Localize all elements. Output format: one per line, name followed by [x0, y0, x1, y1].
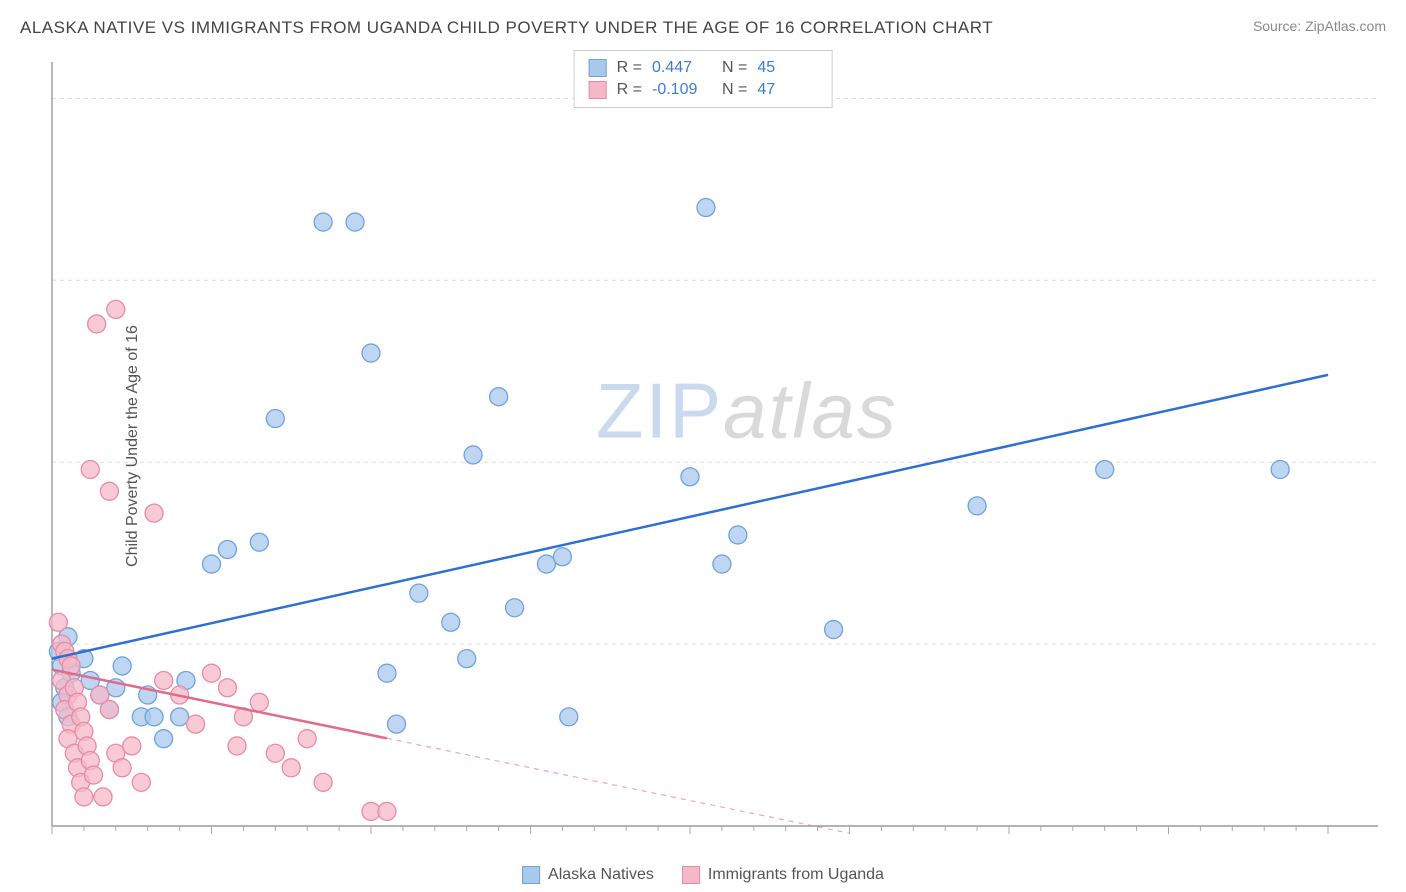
legend-item-series-1: Immigrants from Uganda: [682, 866, 884, 884]
r-value-series-1: -0.109: [652, 81, 712, 99]
legend-swatch-series-1: [682, 866, 700, 884]
bottom-legend: Alaska Natives Immigrants from Uganda: [522, 866, 884, 884]
legend-item-series-0: Alaska Natives: [522, 866, 654, 884]
r-label: R =: [617, 59, 642, 77]
n-value-series-1: 47: [757, 81, 817, 99]
n-label: N =: [722, 59, 747, 77]
stats-row-series-0: R = 0.447 N = 45: [589, 57, 818, 79]
swatch-series-1: [589, 81, 607, 99]
n-label: N =: [722, 81, 747, 99]
n-value-series-0: 45: [757, 59, 817, 77]
chart-area: ZIPatlas: [48, 48, 1392, 854]
stats-row-series-1: R = -0.109 N = 47: [589, 79, 818, 101]
r-label: R =: [617, 81, 642, 99]
swatch-series-0: [589, 59, 607, 77]
scatter-chart-svg: [48, 48, 1392, 854]
r-value-series-0: 0.447: [652, 59, 712, 77]
legend-label-series-1: Immigrants from Uganda: [708, 866, 884, 884]
chart-title: ALASKA NATIVE VS IMMIGRANTS FROM UGANDA …: [20, 18, 993, 38]
source-attribution: Source: ZipAtlas.com: [1253, 18, 1386, 34]
legend-label-series-0: Alaska Natives: [548, 866, 654, 884]
legend-swatch-series-0: [522, 866, 540, 884]
stats-legend-box: R = 0.447 N = 45 R = -0.109 N = 47: [574, 50, 833, 108]
